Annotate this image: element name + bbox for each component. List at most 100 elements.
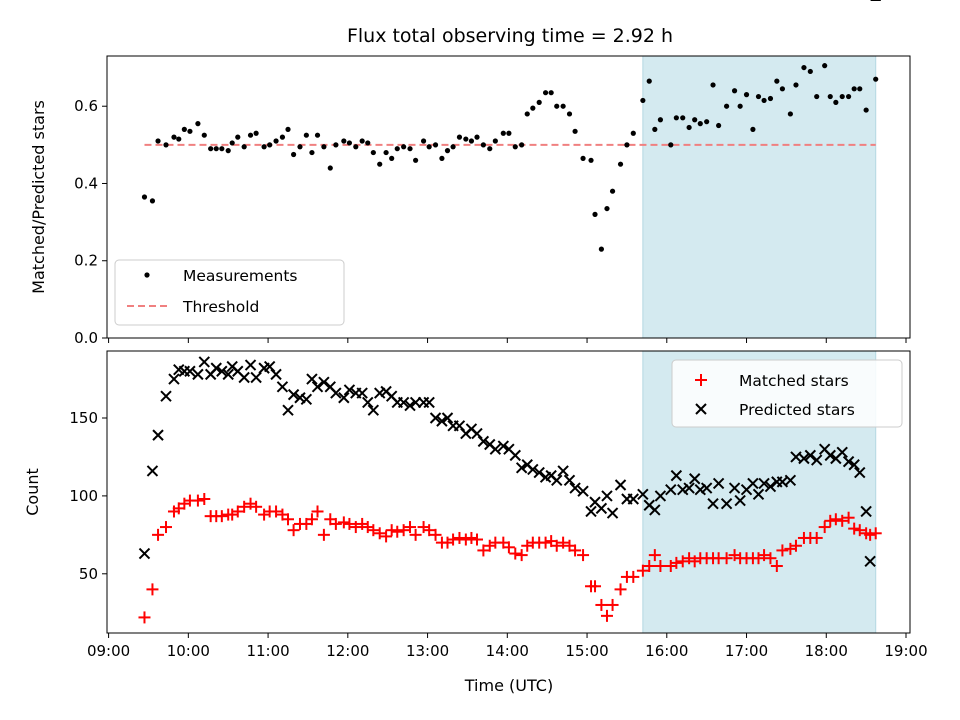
measurement-point [506, 130, 512, 136]
predicted-stars-point [477, 435, 490, 448]
measurement-point [141, 194, 148, 200]
predicted-stars-point [747, 477, 759, 490]
x-tick-label: 18:00 [805, 642, 848, 660]
matched-stars-point [853, 524, 866, 537]
predicted-stars-point [665, 483, 677, 496]
measurement-point [604, 205, 610, 212]
matched-stars-point [789, 539, 802, 552]
measurement-point [548, 90, 554, 96]
matched-stars-point [577, 549, 590, 562]
predicted-stars-point [244, 359, 257, 371]
matched-stars-point [215, 510, 228, 523]
predicted-stars-point [637, 488, 649, 501]
predicted-stars-point [601, 490, 613, 502]
matched-stars-point [138, 611, 151, 624]
matched-stars-point [595, 598, 608, 611]
measurement-point [743, 92, 750, 98]
measurement-point [450, 144, 456, 150]
matched-stars-point [720, 552, 733, 565]
measurement-point [761, 97, 767, 104]
predicted-stars-point [614, 479, 627, 491]
predicted-stars-point [436, 415, 448, 427]
bottom-panel: 50 100 150 09:00 10:00 11:00 12:00 13:00 14:00 1… [23, 0, 928, 695]
predicted-stars-point [404, 399, 416, 412]
predicted-stars-point [138, 547, 151, 560]
matched-stars-point [423, 524, 436, 537]
x-tick-label: 19:00 [884, 642, 927, 660]
measurement-point [225, 148, 231, 154]
measurement-point [181, 126, 187, 132]
predicted-stars-point [563, 474, 576, 487]
measurement-point [290, 151, 297, 158]
matched-stars-point [627, 570, 640, 583]
matched-stars-point [670, 556, 683, 569]
top-y-tick-label: 0.2 [74, 252, 98, 270]
matched-stars-point [337, 516, 350, 529]
measurement-point [787, 111, 793, 117]
measurement-point [750, 126, 756, 132]
top-y-tick-label: 0.0 [74, 329, 98, 347]
matched-stars-point [636, 564, 649, 577]
measurement-point [261, 144, 267, 150]
predicted-stars-point [423, 396, 435, 409]
predicted-stars-point [842, 455, 855, 468]
predicted-stars-point [509, 449, 521, 462]
predicted-stars-point [804, 449, 817, 462]
matched-stars-point [152, 528, 165, 541]
measurement-point [822, 63, 828, 69]
matched-stars-point [329, 517, 342, 530]
matched-stars-point [810, 531, 823, 544]
top-y-axis-label: Matched/Predicted stars [29, 100, 48, 294]
measurement-point [389, 155, 395, 161]
measurement-point [401, 144, 407, 150]
matched-stars-point [231, 505, 244, 518]
measurement-point [737, 103, 743, 109]
predicted-stars-point [854, 466, 866, 479]
measurement-point [195, 121, 201, 127]
top-legend-box [114, 259, 345, 326]
predicted-stars-point [222, 368, 234, 381]
matched-stars-point [471, 533, 484, 546]
matched-stars-point [515, 549, 528, 562]
predicted-stars-point [270, 368, 282, 381]
matched-stars-point [282, 513, 295, 526]
top-panel: 0.0 0.2 0.4 0.6 Matched/Predicted stars Mea… [29, 55, 911, 347]
measurement-point [646, 78, 652, 84]
measurement-point [468, 138, 475, 144]
predicted-stars-point [210, 362, 222, 374]
matched-stars-point [550, 539, 563, 552]
matched-stars-point [776, 544, 789, 557]
predicted-stars-point [688, 473, 701, 485]
matched-stars-point [429, 528, 442, 541]
measurement-point [554, 103, 560, 109]
measurement-point [873, 76, 879, 82]
predicted-stars-point [734, 494, 746, 507]
predicted-stars-point [860, 505, 872, 518]
measurement-point [333, 142, 339, 148]
matched-stars-point [477, 544, 490, 557]
measurement-point [630, 130, 636, 136]
matched-stars-point [349, 521, 362, 534]
legend-predicted-label: Predicted stars [739, 401, 855, 419]
measurement-point [439, 155, 445, 161]
predicted-stars-point [569, 482, 581, 494]
measurement-point [370, 149, 376, 156]
measurement-point [235, 134, 241, 140]
predicted-stars-point [683, 482, 695, 494]
measurement-point [530, 105, 536, 111]
predicted-stars-point [311, 381, 324, 393]
measurement-point [303, 132, 309, 138]
matched-stars-point [600, 609, 613, 622]
bottom-y-ticks: 50 100 150 [69, 409, 107, 583]
measurement-point [731, 88, 738, 94]
bottom-legend: Matched stars Predicted stars [671, 359, 903, 428]
measurement-point [755, 93, 762, 100]
matched-stars-point [864, 528, 877, 541]
measurement-point [814, 93, 820, 100]
predicted-stars-point [654, 490, 667, 502]
measurement-point [285, 126, 291, 132]
predicted-stars-point [287, 388, 300, 401]
x-tick-label: 15:00 [565, 642, 608, 660]
